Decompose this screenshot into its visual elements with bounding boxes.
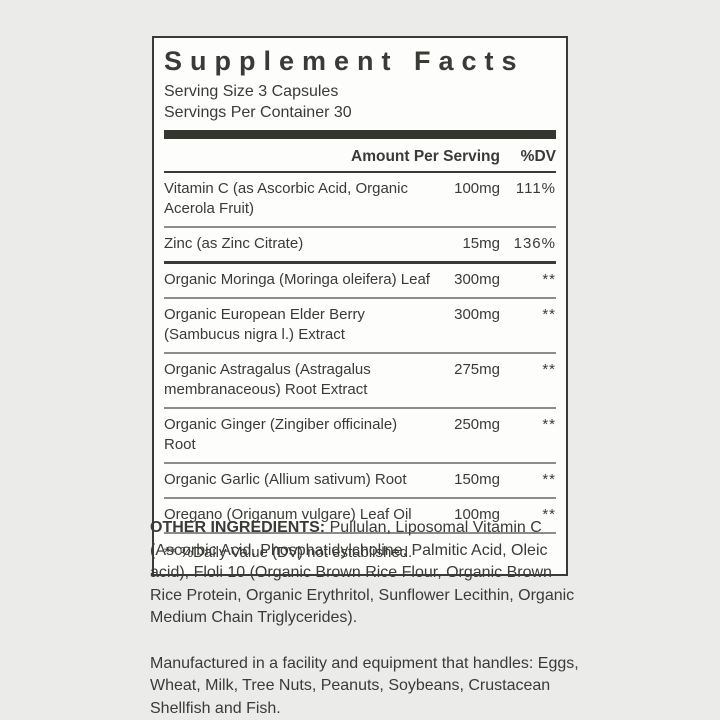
label-lower-text: OTHER INGREDIENTS: Pullulan, Liposomal V… — [150, 517, 586, 720]
ingredient-dv: ** — [542, 471, 556, 488]
ingredient-amount: 15mg — [462, 235, 500, 252]
ingredient-amount: 300mg — [454, 271, 500, 288]
other-ingredients-paragraph: OTHER INGREDIENTS: Pullulan, Liposomal V… — [150, 517, 586, 630]
table-header-row: Amount Per Serving %DV — [164, 139, 556, 173]
table-row: Vitamin C (as Ascorbic Acid, Organic Ace… — [164, 173, 556, 226]
ingredient-amount: 300mg — [454, 306, 500, 323]
ingredient-name: Organic Moringa (Moringa oleifera) Leaf — [164, 271, 430, 288]
servings-per-container: Servings Per Container 30 — [164, 104, 352, 121]
ingredient-name: Zinc (as Zinc Citrate) — [164, 235, 304, 252]
allergen-notice: Manufactured in a facility and equipment… — [150, 654, 579, 717]
ingredient-dv: ** — [542, 416, 556, 433]
other-ingredients-list: Pullulan, Liposomal Vitamin C (Ascorbic … — [150, 519, 575, 626]
supplement-facts-title: Supplement Facts — [164, 46, 525, 76]
serving-size: Serving Size 3 Capsules — [164, 83, 339, 100]
table-row: Organic European Elder Berry (Sambucus n… — [164, 297, 556, 352]
table-row: Organic Astragalus (Astragalus membranac… — [164, 352, 556, 407]
ingredient-name: Vitamin C (as Ascorbic Acid, Organic Ace… — [164, 180, 408, 217]
ingredient-amount: 250mg — [454, 416, 500, 433]
ingredient-amount: 150mg — [454, 471, 500, 488]
section-divider-bar — [164, 130, 556, 139]
ingredient-dv: 111% — [515, 180, 556, 197]
ingredient-dv: ** — [542, 361, 556, 378]
table-row: Oregano (Origanum vulgare) Leaf Oil 100m… — [164, 497, 556, 532]
ingredient-name: Organic European Elder Berry (Sambucus n… — [164, 306, 365, 343]
ingredient-amount: 100mg — [454, 180, 500, 197]
ingredient-name: Organic Astragalus (Astragalus membranac… — [164, 361, 371, 398]
ingredient-dv: 136% — [513, 235, 556, 252]
other-ingredients-label: OTHER INGREDIENTS: — [150, 519, 326, 536]
table-row: Organic Garlic (Allium sativum) Root 150… — [164, 462, 556, 497]
percent-dv-header: %DV — [520, 148, 556, 165]
ingredient-dv: ** — [542, 271, 556, 288]
ingredient-dv: ** — [542, 506, 556, 523]
ingredient-name: Oregano (Origanum vulgare) Leaf Oil — [164, 506, 412, 523]
ingredient-dv: ** — [542, 306, 556, 323]
table-row: Organic Ginger (Zingiber officinale) Roo… — [164, 407, 556, 462]
table-row: Organic Moringa (Moringa oleifera) Leaf … — [164, 261, 556, 297]
amount-per-serving-header: Amount Per Serving — [351, 148, 500, 165]
table-row: Zinc (as Zinc Citrate) 15mg 136% — [164, 226, 556, 261]
ingredient-amount: 100mg — [454, 506, 500, 523]
dv-footnote: ** %Daily Value (DV) not established. — [164, 532, 556, 574]
ingredient-amount: 275mg — [454, 361, 500, 378]
supplement-facts-panel: Supplement Facts Serving Size 3 Capsules… — [152, 36, 568, 576]
ingredient-name: Organic Ginger (Zingiber officinale) Roo… — [164, 416, 398, 453]
ingredient-name: Organic Garlic (Allium sativum) Root — [164, 471, 407, 488]
